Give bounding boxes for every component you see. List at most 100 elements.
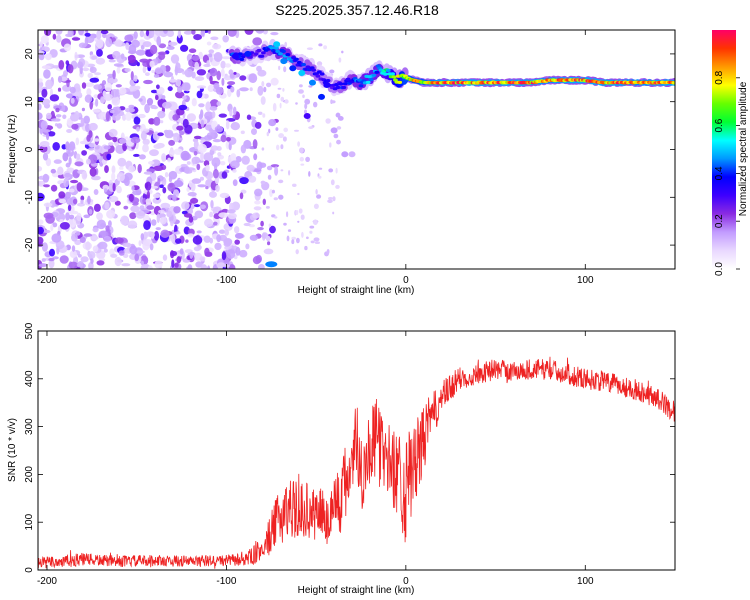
spectrogram-noise-blob [52,222,58,228]
spectrogram-noise-blob [280,169,284,172]
spectrogram-noise-blob [298,208,303,214]
spectrogram-ridge-core [278,52,283,56]
spectrogram-ridge-core [256,48,262,53]
spectrogram-noise-blob [95,38,104,49]
spectrogram-noise-blob [205,186,209,190]
spectrogram-noise-blob [71,210,79,215]
spectrogram-noise-blob [133,75,138,82]
spectrogram-noise-blob [260,96,266,105]
spectrogram-noise-blob [130,205,140,213]
spectrogram-noise-blob [243,222,251,227]
spectrogram-noise-blob [120,215,129,226]
spectrogram-noise-blob [193,151,198,156]
spectrogram-noise-blob [153,165,164,171]
spectrogram-noise-blob [133,31,138,39]
spectrogram-noise-blob [69,188,75,193]
spectrogram-noise-blob [146,168,156,173]
spectrogram-noise-blob [197,143,207,153]
spectrogram-noise-blob [71,233,78,242]
spectrogram-ridge-blob [318,93,325,100]
spectrogram-noise-blob [186,113,196,122]
spectrogram-noise-blob [113,63,124,67]
spectrogram-noise-blob [291,236,297,240]
spectrogram-noise-blob [148,118,156,125]
spectrogram-noise-blob [304,98,311,105]
spectrogram-noise-blob [95,57,106,65]
spectrogram-x-tick-label: -100 [216,275,236,286]
spectrogram-noise-blob [81,150,87,156]
spectrogram-noise-blob [269,225,276,234]
spectrogram-noise-blob [187,192,197,197]
spectrogram-noise-blob [216,234,222,243]
spectrogram-noise-blob [252,37,263,46]
spectrogram-x-label: Height of straight line (km) [298,285,415,296]
spectrogram-y-tick-label: 0 [24,146,35,152]
spectrogram-noise-blob [82,67,90,72]
spectrogram-noise-blob [184,124,193,134]
spectrogram-ridge-blob [303,113,311,119]
spectrogram-noise-blob [198,113,203,120]
spectrogram-noise-blob [261,81,265,87]
spectrogram-noise-blob [217,152,222,157]
spectrogram-noise-blob [265,206,270,209]
spectrogram-noise-blob [125,42,130,50]
colorbar-tick-label: 0.8 [714,70,725,84]
spectrogram-noise-blob [235,246,241,256]
spectrogram-noise-blob [149,44,158,55]
spectrogram-y-tick-label: -10 [24,190,35,205]
spectrogram-noise-blob [213,168,219,179]
spectrogram-ridge-core [261,51,266,55]
spectrogram-noise-blob [190,197,199,204]
spectrogram-noise-blob [153,230,160,241]
spectrogram-noise-blob [43,202,53,207]
spectrogram-noise-blob [278,65,281,71]
spectrogram-noise-blob [50,224,54,232]
spectrogram-ridge-blob [273,41,281,48]
spectrogram-noise-blob [50,110,55,121]
spectrogram-noise-blob [43,229,51,234]
spectrogram-noise-blob [70,179,79,184]
spectrogram-ridge-core [341,85,347,90]
spectrogram-noise-blob [291,239,295,245]
spectrogram-noise-blob [219,161,226,166]
spectrogram-noise-blob [248,73,258,83]
spectrogram-noise-blob [302,94,305,99]
spectrogram-noise-blob [209,75,213,83]
snr-y-tick-label: 300 [24,418,35,435]
spectrogram-noise-blob [74,110,80,120]
spectrogram-noise-blob [89,66,97,74]
spectrogram-noise-blob [262,30,268,35]
spectrogram-noise-blob [211,111,216,119]
spectrogram-noise-blob [187,264,193,269]
spectrogram-noise-blob [232,179,238,187]
spectrogram-noise-blob [341,50,344,54]
spectrogram-noise-blob [65,60,70,66]
spectrogram-noise-blob [137,163,142,174]
spectrogram-noise-blob [149,60,155,68]
spectrogram-noise-blob [198,51,203,60]
spectrogram-noise-blob [125,111,132,121]
spectrogram-noise-blob [62,114,67,120]
spectrogram-noise-blob [57,75,63,83]
spectrogram-noise-blob [75,231,81,236]
spectrogram-noise-blob [59,219,64,223]
spectrogram-noise-blob [163,71,174,78]
spectrogram-ridge-core [239,57,245,62]
spectrogram-ridge-blob [280,58,288,65]
spectrogram-noise-blob [52,256,59,260]
spectrogram-noise-blob [172,194,177,202]
spectrogram-noise-blob [200,30,205,37]
spectrogram-noise-blob [119,166,124,170]
spectrogram-noise-blob [62,152,69,162]
spectrogram-noise-blob [103,93,113,102]
spectrogram-noise-blob [178,104,188,111]
spectrogram-noise-blob [143,171,153,175]
spectrogram-noise-blob [53,159,62,164]
spectrogram-noise-blob [155,94,159,101]
spectrogram-noise-blob [86,134,91,142]
spectrogram-noise-blob [174,65,179,76]
spectrogram-noise-blob [96,49,103,57]
spectrogram-noise-blob [154,260,163,269]
spectrogram-noise-blob [245,243,250,250]
spectrogram-noise-blob [131,39,140,48]
